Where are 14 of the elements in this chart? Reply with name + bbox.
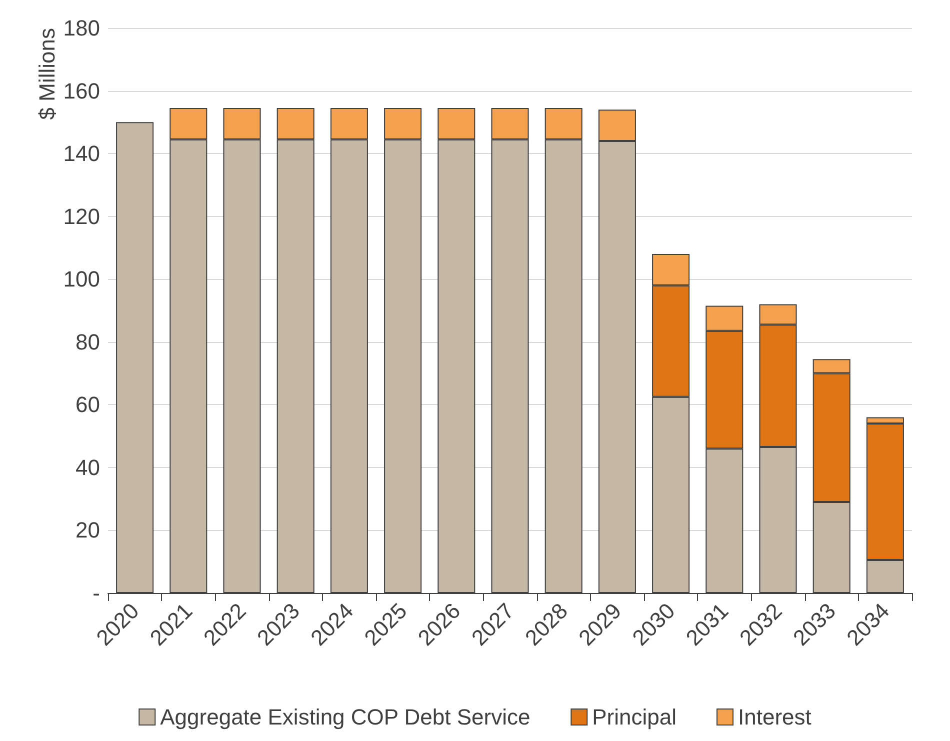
y-tick-label: 160	[63, 78, 100, 104]
legend-label: Interest	[738, 704, 812, 730]
y-tick-label: 140	[63, 141, 100, 166]
y-axis-title: $ Millions	[34, 28, 60, 120]
y-tick-label: 100	[63, 266, 100, 292]
y-tick-label: 120	[63, 204, 100, 229]
legend-label: Principal	[592, 704, 677, 730]
y-tick-label: 80	[76, 329, 100, 354]
legend-label: Aggregate Existing COP Debt Service	[160, 704, 530, 730]
y-tick-label: 20	[76, 518, 100, 543]
y-tick-label: 180	[63, 16, 100, 40]
y-tick-label: -	[92, 580, 100, 606]
y-tick-label: 40	[76, 454, 100, 480]
y-tick-label: 60	[76, 392, 100, 418]
